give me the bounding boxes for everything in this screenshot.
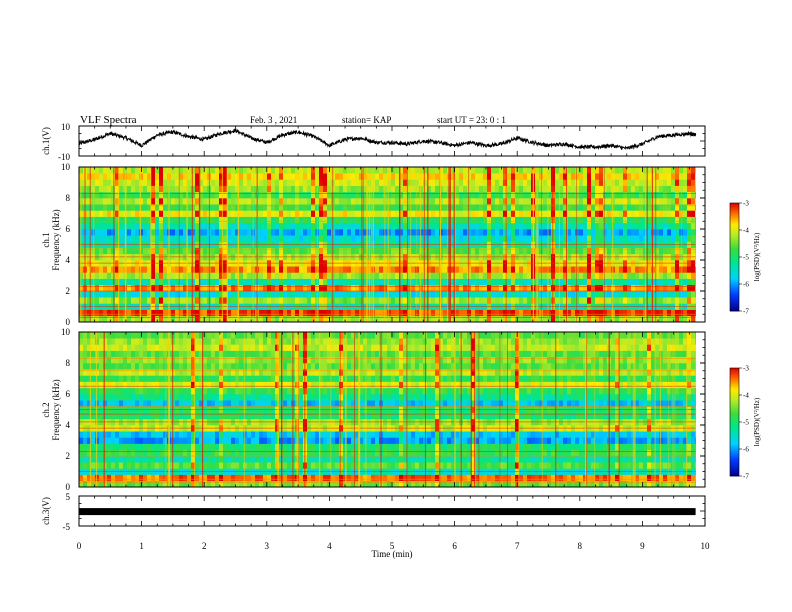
ch1-colorbar-tick: -5 <box>743 254 749 262</box>
ch2-spectrogram-ytick: 2 <box>66 451 71 461</box>
figure-title: VLF Spectra <box>80 114 137 126</box>
ch2-colorbar-tick: -4 <box>743 392 749 400</box>
ch2-spectrogram-ytick: 0 <box>66 482 71 492</box>
ch2-spectrogram-ylabel-channel: ch.2 <box>41 402 51 417</box>
ch2-spectrogram-image <box>79 332 696 488</box>
ch1-colorbar: -3 -4 -5 -6 -7 log(PSD)(V²/Hz) <box>729 200 761 316</box>
ch2-colorbar-tick: -7 <box>743 473 749 481</box>
ch2-colorbar: -3 -4 -5 -6 -7 log(PSD)(V²/Hz) <box>729 365 761 481</box>
time-axis-tick: 0 <box>77 541 82 551</box>
time-axis-tick: 6 <box>452 541 457 551</box>
ch1-waveform-trace <box>78 128 697 151</box>
ch1-spectrogram-ytick: 0 <box>66 317 71 327</box>
ch2-spectrogram-ytick: 10 <box>61 327 71 337</box>
ch2-spectrogram-ytick: 4 <box>66 420 71 430</box>
time-axis-tick: 7 <box>515 541 520 551</box>
ch3-waveform-ytick-bottom: -5 <box>63 522 71 532</box>
ch1-colorbar-tick: -4 <box>743 227 749 235</box>
ch1-spectrogram-ylabel-channel: ch.1 <box>41 232 51 247</box>
ch2-spectrogram-panel: ch.2 Frequency (kHz) 0 2 4 6 8 10 -3 -4 -5 -6 -7 l… <box>41 327 761 492</box>
ch1-spectrogram-image <box>79 167 696 323</box>
ch1-spectrogram-ytick: 6 <box>66 224 71 234</box>
time-axis-tick: 9 <box>640 541 645 551</box>
ch3-waveform-panel: ch.3(V) 5 -5 <box>41 492 706 532</box>
time-axis: 0 1 2 3 4 5 6 7 8 9 10 <box>77 125 711 551</box>
time-axis-tick: 1 <box>139 541 144 551</box>
time-axis-tick: 4 <box>327 541 332 551</box>
ch1-colorbar-label: log(PSD)(V²/Hz) <box>753 232 761 281</box>
time-axis-tick: 2 <box>202 541 207 551</box>
station-label: station= KAP <box>342 115 391 125</box>
ch2-spectrogram-ytick: 6 <box>66 389 71 399</box>
ch3-waveform-trace <box>79 508 696 516</box>
start-time-label: start UT = 23: 0 : 1 <box>437 115 506 125</box>
ch2-spectrogram-ylabel-frequency: Frequency (kHz) <box>51 379 61 440</box>
ch2-spectrogram-ytick: 8 <box>66 358 71 368</box>
ch1-colorbar-tick: -6 <box>743 281 749 289</box>
time-axis-tick: 3 <box>265 541 270 551</box>
time-axis-tick: 8 <box>578 541 583 551</box>
ch2-colorbar-tick: -5 <box>743 419 749 427</box>
ch1-spectrogram-ytick: 4 <box>66 255 71 265</box>
ch1-waveform-panel: ch.1(V) 10 -10 <box>41 122 706 162</box>
time-axis-tick: 10 <box>701 541 711 551</box>
ch1-spectrogram-ytick: 10 <box>61 162 71 172</box>
ch1-colorbar-tick: -7 <box>743 308 749 316</box>
ch2-colorbar-tick: -3 <box>743 365 749 373</box>
ch1-spectrogram-ytick: 8 <box>66 193 71 203</box>
time-axis-tick: 5 <box>390 541 395 551</box>
ch1-waveform-ytick-bottom: -10 <box>58 152 70 162</box>
ch1-spectrogram-ytick: 2 <box>66 286 71 296</box>
date-label: Feb. 3 , 2021 <box>250 115 297 125</box>
ch3-waveform-ytick-top: 5 <box>66 492 71 502</box>
ch2-colorbar-label: log(PSD)(V²/Hz) <box>753 397 761 446</box>
ch2-colorbar-tick: -6 <box>743 446 749 454</box>
ch3-waveform-ylabel: ch.3(V) <box>41 497 51 525</box>
ch1-spectrogram-panel: ch.1 Frequency (kHz) 0 2 4 6 8 10 -3 -4 -5 -6 -7 l… <box>41 162 761 327</box>
time-axis-label: Time (min) <box>372 549 413 559</box>
ch1-spectrogram-ylabel-frequency: Frequency (kHz) <box>51 209 61 270</box>
ch1-waveform-ylabel: ch.1(V) <box>41 127 51 155</box>
ch1-colorbar-tick: -3 <box>743 200 749 208</box>
ch1-waveform-ytick-top: 10 <box>61 122 71 132</box>
